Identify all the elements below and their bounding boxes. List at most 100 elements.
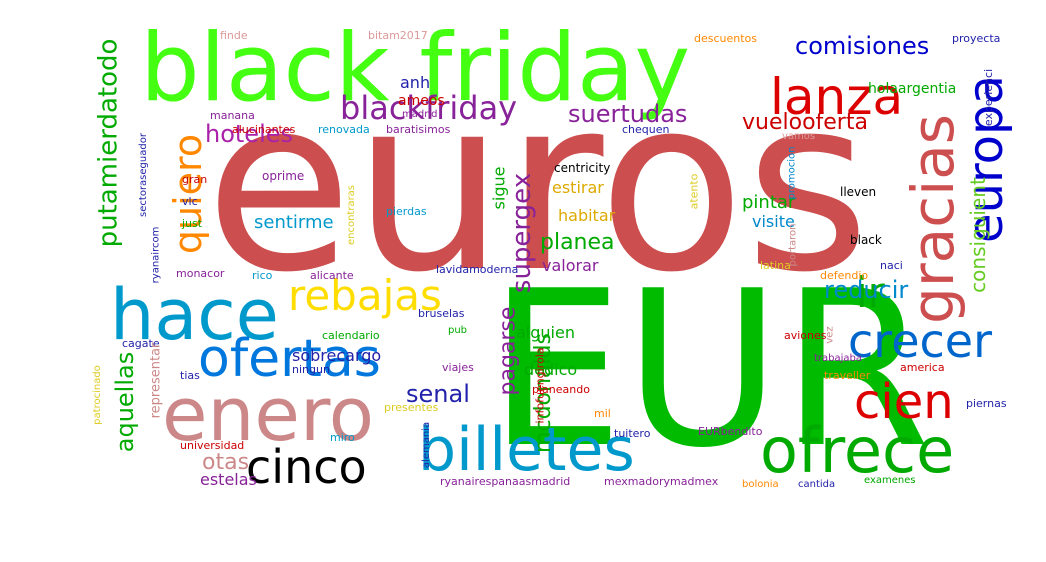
word: pagarse [495, 306, 521, 396]
word: just [182, 217, 203, 230]
word: reducir [824, 276, 909, 304]
word: chequen [622, 123, 670, 136]
word: presentes [384, 401, 439, 414]
word: rebajas [288, 271, 442, 320]
word: estirar [552, 178, 604, 197]
word: visite [752, 212, 795, 231]
word: pub [448, 325, 468, 336]
word: bruselas [418, 307, 465, 320]
word: enero [162, 372, 375, 458]
word: ryanairespanaasmadrid [440, 475, 571, 488]
word: tuitero [614, 427, 651, 440]
word: valorar [542, 256, 599, 275]
word: finde [220, 29, 248, 42]
word: aquellas [111, 351, 140, 453]
word: naci [880, 259, 903, 272]
word: trabajaba [814, 353, 863, 364]
word: planeando [532, 383, 590, 396]
word: aviones [784, 329, 827, 342]
word: manana [210, 109, 255, 122]
word: tias [180, 369, 200, 382]
word: sectoraseguador [137, 133, 149, 217]
word: hace [110, 274, 279, 356]
word: crecer [848, 314, 992, 368]
word: sentirme [254, 212, 334, 233]
word: suertudas [568, 100, 688, 128]
word: atento [687, 173, 701, 210]
word: alemania [421, 421, 433, 469]
word: ningun [292, 363, 330, 376]
word: baratisimos [386, 123, 451, 136]
word: cagate [122, 337, 160, 350]
word: comisiones [795, 32, 930, 60]
word: patrocinado [91, 365, 103, 425]
word: cien [854, 374, 954, 430]
word: black friday [140, 14, 691, 123]
word: defendio [820, 269, 869, 282]
word: vlc [182, 195, 198, 208]
word: consiguient [965, 177, 990, 293]
word: madrid [402, 109, 438, 120]
word: billetes [418, 415, 635, 485]
word: holaargentia [868, 81, 957, 97]
word: examenes [864, 475, 916, 486]
word: sobrecargo [292, 346, 382, 365]
word: alguien [516, 323, 575, 342]
word: ofrece [760, 414, 955, 487]
word: anh [400, 73, 431, 92]
word: blackfriday [340, 89, 518, 127]
word: quiero [166, 133, 211, 255]
word: monacor [176, 267, 225, 280]
word: gran [182, 173, 208, 186]
word: experienci [982, 68, 996, 127]
word: mexmadorymadmex [604, 475, 719, 488]
word: pintar [742, 192, 796, 213]
word: dedico [524, 360, 578, 379]
word: rico [252, 269, 273, 282]
word: sigue [489, 166, 509, 210]
word: EUR [488, 244, 931, 495]
word: hoteles [205, 120, 294, 148]
word: ofertas [198, 329, 381, 389]
word: alicante [310, 269, 354, 282]
word: mil [594, 407, 611, 420]
word: latina [760, 259, 791, 272]
word: lanza [770, 68, 904, 126]
word: gracias [898, 114, 967, 324]
word: piernas [966, 397, 1007, 410]
word: renovada [318, 123, 370, 136]
word: centricity [554, 161, 611, 175]
word: alucinantes [232, 123, 296, 136]
word: ameos [398, 93, 445, 109]
word: ryanaircom [150, 226, 162, 284]
word: representar [148, 342, 164, 419]
word: miro [330, 431, 355, 444]
word: planea [540, 230, 615, 255]
word: america [900, 361, 945, 374]
word: traveller [824, 369, 871, 382]
word: vamos [782, 131, 816, 142]
word: oprime [262, 169, 305, 183]
word: EURbendito [698, 425, 763, 438]
word: senal [406, 380, 470, 408]
word: lavidamoderna [436, 263, 519, 276]
word: ir [856, 268, 885, 317]
word: infofuengirola [533, 347, 547, 424]
word: black [850, 233, 882, 247]
word: cantida [798, 479, 836, 490]
word: viajes [442, 361, 474, 374]
word: promocion [786, 146, 798, 200]
word: vez [824, 326, 836, 344]
word: universidad [180, 439, 245, 452]
word: proyecta [952, 32, 1001, 45]
word: otas [202, 450, 250, 475]
word: estelas [200, 470, 257, 489]
word: cinco [246, 440, 367, 494]
word: bitam2017 [368, 29, 428, 42]
word: bolonia [742, 479, 779, 490]
word: euros [205, 45, 871, 325]
word: pierdas [386, 205, 427, 218]
word: descuentos [694, 32, 758, 45]
word: encontraras [346, 184, 358, 246]
